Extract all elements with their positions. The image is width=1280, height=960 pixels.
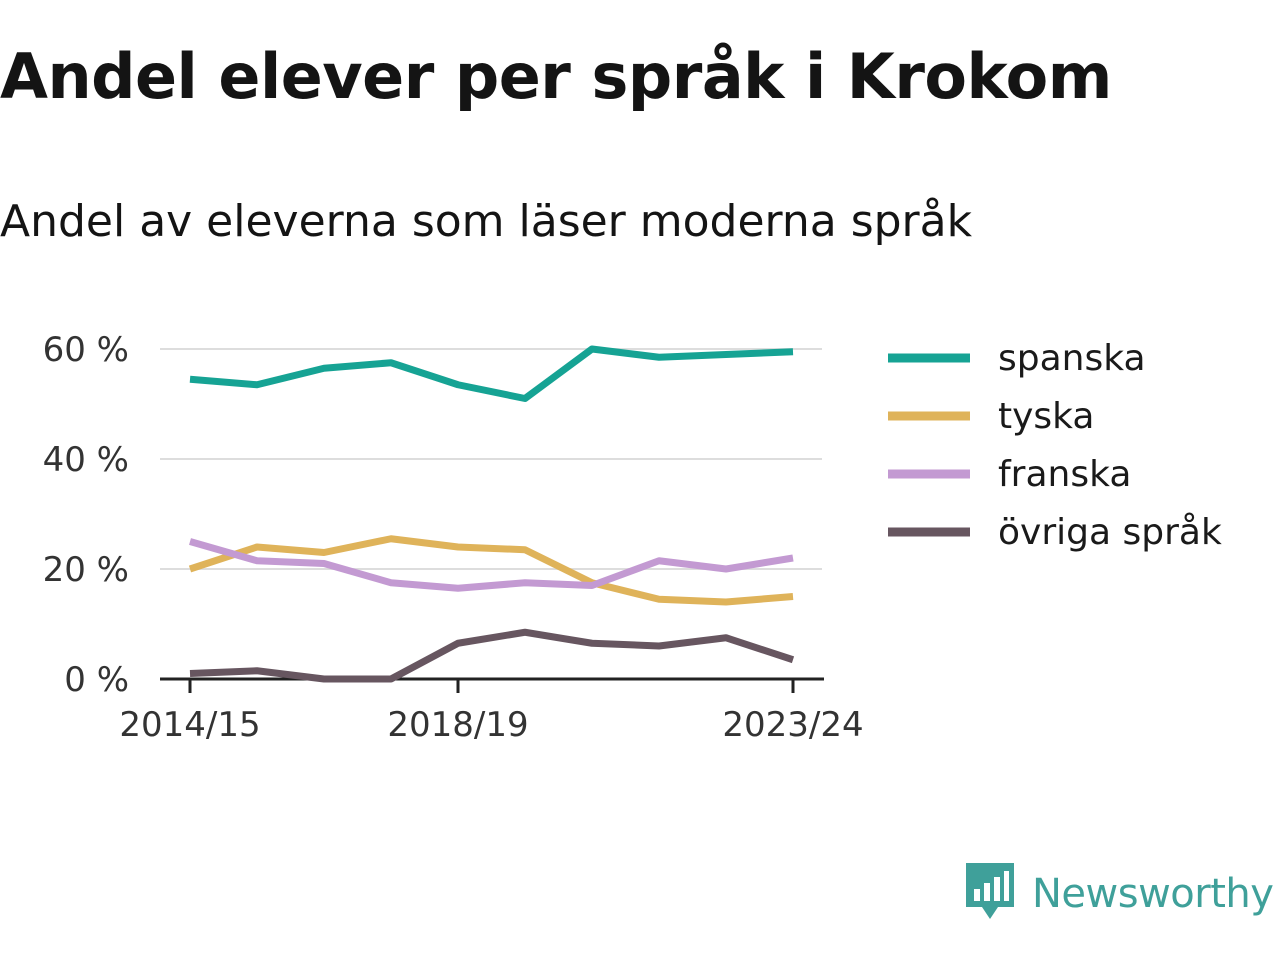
newsworthy-logo-icon <box>964 861 1016 927</box>
legend-label: franska <box>998 454 1131 495</box>
series-line-1 <box>188 535 794 606</box>
chart-subtitle: Andel av eleverna som läser moderna språ… <box>0 196 973 247</box>
y-tick-label: 60 % <box>43 330 129 370</box>
series-line-2 <box>189 538 794 592</box>
x-axis: 2014/15 2018/19 2023/24 <box>119 677 864 745</box>
y-tick-label: 40 % <box>43 440 129 480</box>
legend-label: spanska <box>998 338 1146 379</box>
legend-label: tyska <box>998 396 1094 437</box>
chart-title: Andel elever per språk i Krokom <box>0 40 1112 113</box>
y-tick-label: 20 % <box>43 550 129 590</box>
series-line-0 <box>189 345 794 402</box>
series-line-3 <box>189 628 795 683</box>
x-tick-label: 2014/15 <box>119 705 260 745</box>
y-axis-ticks: 0 % 20 % 40 % 60 % <box>43 330 129 700</box>
brand-name: Newsworthy <box>1032 871 1274 917</box>
line-chart: 0 % 20 % 40 % 60 % 2014/15 2018/19 2023/24 sp… <box>43 330 1222 745</box>
x-tick-label: 2018/19 <box>387 705 528 745</box>
series-lines <box>188 345 795 683</box>
y-tick-label: 0 % <box>64 660 129 700</box>
legend: spanska tyska franska övriga språk <box>888 338 1222 553</box>
legend-label: övriga språk <box>998 512 1222 553</box>
x-tick-label: 2023/24 <box>722 705 863 745</box>
brand-logo: Newsworthy <box>964 861 1274 927</box>
